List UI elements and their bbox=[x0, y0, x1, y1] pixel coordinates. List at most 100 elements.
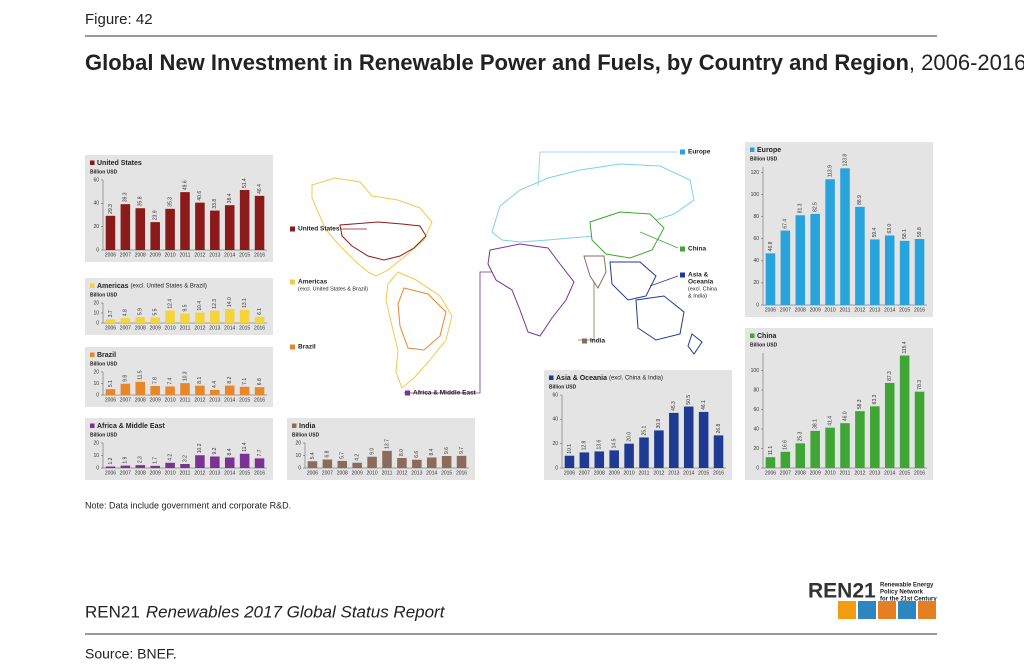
bar bbox=[713, 435, 724, 468]
bar bbox=[180, 383, 190, 395]
map-label: Brazil bbox=[298, 344, 316, 351]
unit-label: Billion USD bbox=[90, 292, 118, 298]
x-tick-label: 2012 bbox=[854, 470, 865, 476]
value-label: 4.2 bbox=[355, 454, 361, 461]
x-tick-label: 2006 bbox=[105, 325, 116, 331]
bar bbox=[135, 465, 146, 468]
bar bbox=[579, 452, 590, 468]
y-tick-label: 0 bbox=[96, 392, 99, 398]
value-label: 25.3 bbox=[798, 431, 804, 441]
x-tick-label: 2010 bbox=[165, 397, 176, 403]
value-label: 10.4 bbox=[197, 301, 203, 311]
x-tick-label: 2008 bbox=[135, 397, 146, 403]
logo-line: Renewable Energy bbox=[880, 583, 934, 589]
bar bbox=[195, 202, 205, 250]
legend-swatch bbox=[680, 149, 685, 155]
bar bbox=[795, 443, 806, 468]
figure-number: Figure: 42 bbox=[85, 11, 153, 28]
x-tick-label: 2014 bbox=[224, 325, 235, 331]
bar bbox=[239, 453, 250, 468]
value-label: 8.1 bbox=[197, 377, 203, 384]
bar bbox=[564, 455, 575, 468]
y-tick-label: 20 bbox=[93, 440, 99, 446]
bar bbox=[150, 317, 160, 323]
map-label-note: (excl. China bbox=[688, 286, 718, 292]
x-tick-label: 2013 bbox=[209, 252, 220, 258]
x-tick-label: 2013 bbox=[209, 397, 220, 403]
bar bbox=[210, 389, 220, 395]
value-label: 25.1 bbox=[641, 426, 647, 436]
legend-swatch bbox=[290, 279, 295, 285]
bar bbox=[254, 458, 265, 468]
value-label: 9.5 bbox=[182, 304, 188, 311]
bar bbox=[855, 206, 865, 305]
bar bbox=[105, 215, 116, 250]
x-tick-label: 2014 bbox=[683, 470, 694, 476]
y-tick-label: 100 bbox=[751, 368, 760, 374]
legend-swatch bbox=[90, 352, 95, 357]
value-label: 59.4 bbox=[872, 227, 878, 237]
x-tick-label: 2006 bbox=[765, 307, 776, 313]
value-label: 8.0 bbox=[399, 449, 405, 456]
bar bbox=[624, 443, 634, 468]
bar bbox=[322, 459, 333, 468]
x-tick-label: 2008 bbox=[795, 470, 806, 476]
value-label: 13.6 bbox=[597, 440, 603, 450]
bar bbox=[210, 310, 220, 323]
bar bbox=[899, 240, 910, 305]
x-tick-label: 2011 bbox=[180, 252, 191, 258]
value-label: 20.0 bbox=[626, 432, 632, 442]
value-label: 13.7 bbox=[384, 439, 390, 449]
bar bbox=[654, 430, 664, 468]
x-tick-label: 2011 bbox=[840, 307, 851, 313]
panel-title: Brazil bbox=[97, 352, 116, 359]
bar bbox=[224, 385, 235, 395]
value-label: 82.5 bbox=[813, 202, 819, 212]
bar bbox=[239, 190, 250, 250]
value-label: 58.3 bbox=[857, 399, 863, 409]
x-tick-label: 2012 bbox=[194, 470, 205, 476]
y-tick-label: 40 bbox=[753, 258, 759, 264]
y-tick-label: 100 bbox=[751, 192, 760, 198]
value-label: 6.8 bbox=[325, 450, 331, 457]
legend-swatch bbox=[292, 423, 297, 428]
unit-label: Billion USD bbox=[549, 384, 577, 390]
bar-chart: Americas (excl. United States & Brazil) Bi… bbox=[85, 278, 273, 335]
map-label: India bbox=[590, 338, 606, 345]
value-label: 113.9 bbox=[827, 165, 833, 177]
x-tick-label: 2014 bbox=[224, 470, 235, 476]
legend-swatch bbox=[680, 246, 685, 252]
bar bbox=[884, 382, 895, 468]
bar bbox=[195, 312, 205, 323]
x-tick-label: 2016 bbox=[254, 470, 265, 476]
x-tick-label: 2016 bbox=[713, 470, 724, 476]
world-map bbox=[311, 151, 703, 394]
bar-chart: Brazil Billion USD 0 10 20 2006 5.1 2007 9.8 2008… bbox=[85, 347, 273, 407]
x-tick-label: 2016 bbox=[254, 325, 265, 331]
x-tick-label: 2009 bbox=[150, 470, 161, 476]
x-tick-label: 2007 bbox=[120, 325, 131, 331]
bar bbox=[135, 208, 146, 250]
y-tick-label: 120 bbox=[751, 170, 760, 176]
x-tick-label: 2011 bbox=[180, 325, 191, 331]
value-label: 12.4 bbox=[167, 299, 173, 309]
bar bbox=[195, 455, 205, 468]
report-title: Renewables 2017 Global Status Report bbox=[146, 602, 446, 621]
value-label: 10.3 bbox=[182, 371, 188, 381]
value-label: 46.4 bbox=[257, 184, 263, 194]
value-label: 46.8 bbox=[768, 241, 774, 251]
value-label: 63.3 bbox=[872, 394, 878, 404]
x-tick-label: 2013 bbox=[209, 325, 220, 331]
bar bbox=[195, 385, 205, 395]
x-tick-label: 2014 bbox=[426, 470, 437, 476]
y-tick-label: 20 bbox=[552, 441, 558, 447]
bar bbox=[337, 460, 348, 468]
bar bbox=[825, 179, 835, 305]
value-label: 87.3 bbox=[887, 371, 893, 381]
x-tick-label: 2009 bbox=[352, 470, 363, 476]
bar bbox=[120, 204, 131, 250]
x-tick-label: 2011 bbox=[639, 470, 650, 476]
x-tick-label: 2007 bbox=[120, 470, 131, 476]
y-tick-label: 0 bbox=[96, 320, 99, 326]
bar bbox=[105, 319, 116, 323]
